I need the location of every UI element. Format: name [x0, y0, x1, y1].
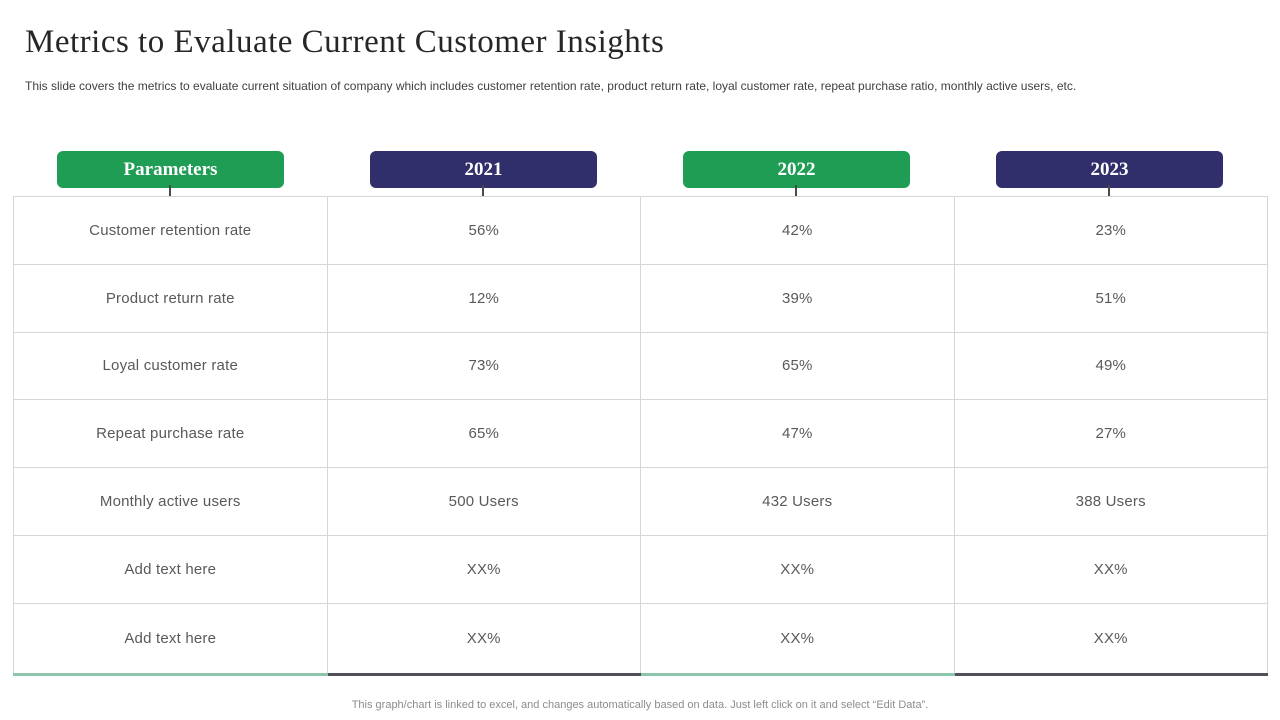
table-cell: 47% — [640, 399, 955, 469]
row-label-cell: Add text here — [13, 602, 328, 677]
table-cell: 388 Users — [953, 467, 1268, 536]
table-cell: 12% — [326, 263, 641, 333]
column-header-2022: 2022 — [683, 151, 910, 188]
row-label-cell: Repeat purchase rate — [13, 399, 328, 469]
table-row: Add text here XX% XX% XX% — [13, 534, 1268, 604]
header-connector-line — [482, 185, 484, 196]
row-label-cell: Loyal customer rate — [13, 331, 328, 401]
table-cell: 432 Users — [640, 467, 955, 536]
table-row: Product return rate 12% 39% 51% — [13, 263, 1268, 333]
table-cell: 56% — [326, 196, 641, 265]
page-title: Metrics to Evaluate Current Customer Ins… — [25, 24, 665, 60]
table-cell: 65% — [326, 399, 641, 469]
table-row: Customer retention rate 56% 42% 23% — [13, 196, 1268, 265]
table-cell: 73% — [326, 331, 641, 401]
page-subtitle: This slide covers the metrics to evaluat… — [25, 79, 1077, 93]
header-connector-line — [169, 185, 171, 196]
table-cell: 23% — [953, 196, 1268, 265]
header-connector-line — [795, 185, 797, 196]
column-header-2021: 2021 — [370, 151, 597, 188]
metrics-table: Customer retention rate 56% 42% 23% Prod… — [13, 196, 1268, 677]
table-cell: 42% — [640, 196, 955, 265]
row-label-cell: Monthly active users — [13, 467, 328, 536]
column-header-2023: 2023 — [996, 151, 1223, 188]
table-cell: XX% — [640, 602, 955, 677]
header-connector-line — [1108, 185, 1110, 196]
table-row: Loyal customer rate 73% 65% 49% — [13, 331, 1268, 401]
row-label-cell: Add text here — [13, 534, 328, 604]
row-label-cell: Customer retention rate — [13, 196, 328, 265]
table-cell: 39% — [640, 263, 955, 333]
table-cell: XX% — [953, 534, 1268, 604]
table-cell: 27% — [953, 399, 1268, 469]
row-label-cell: Product return rate — [13, 263, 328, 333]
table-row: Add text here XX% XX% XX% — [13, 602, 1268, 677]
table-cell: XX% — [953, 602, 1268, 677]
table-cell: 51% — [953, 263, 1268, 333]
table-cell: 500 Users — [326, 467, 641, 536]
table-cell: 65% — [640, 331, 955, 401]
table-cell: XX% — [640, 534, 955, 604]
table-cell: XX% — [326, 534, 641, 604]
footer-note: This graph/chart is linked to excel, and… — [351, 699, 929, 711]
table-cell: 49% — [953, 331, 1268, 401]
column-header-parameters: Parameters — [57, 151, 284, 188]
table-row: Monthly active users 500 Users 432 Users… — [13, 467, 1268, 536]
table-row: Repeat purchase rate 65% 47% 27% — [13, 399, 1268, 469]
table-cell: XX% — [326, 602, 641, 677]
